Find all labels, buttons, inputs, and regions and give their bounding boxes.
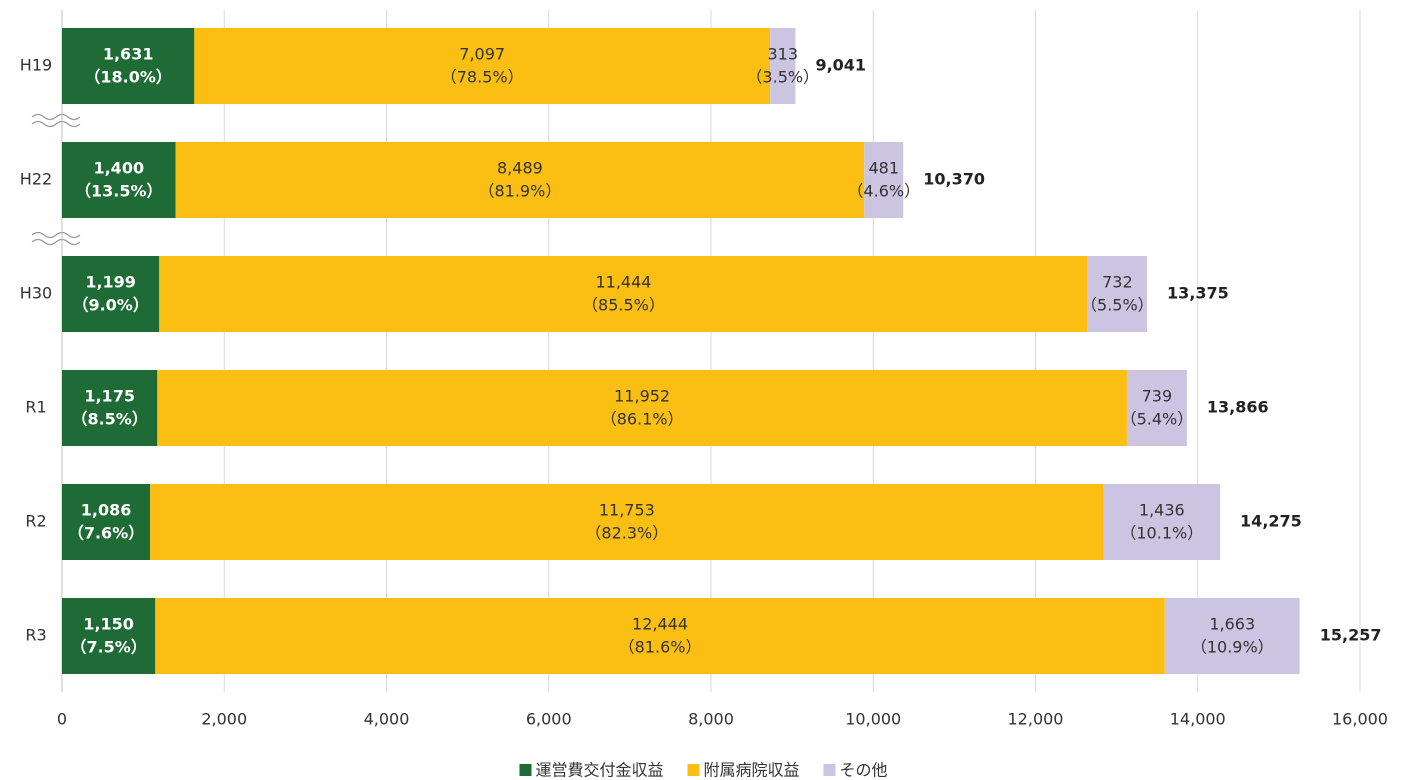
bar-segment <box>62 28 195 104</box>
x-tick-label: 6,000 <box>526 710 572 729</box>
share-label: （86.1%） <box>601 410 684 429</box>
value-label: 732 <box>1102 273 1133 292</box>
x-tick-label: 8,000 <box>688 710 734 729</box>
legend-swatch <box>687 764 700 776</box>
bar-segment <box>150 484 1104 560</box>
value-label: 8,489 <box>497 159 543 178</box>
share-label: （3.5%） <box>746 68 819 87</box>
x-tick-label: 2,000 <box>201 710 247 729</box>
bar-segment <box>62 142 176 218</box>
x-tick-label: 4,000 <box>364 710 410 729</box>
value-label: 1,086 <box>81 501 132 520</box>
bar-segment <box>62 370 158 446</box>
bar-segment <box>62 256 160 332</box>
share-label: （4.6%） <box>847 182 920 201</box>
bar-segment <box>175 142 865 218</box>
legend-swatch <box>519 764 532 776</box>
total-label: 15,257 <box>1320 626 1382 645</box>
total-label: 14,275 <box>1240 512 1302 531</box>
legend-swatch <box>823 764 836 776</box>
value-label: 1,175 <box>84 387 135 406</box>
share-label: （8.5%） <box>71 410 147 429</box>
bar-segment <box>62 484 151 560</box>
share-label: （5.5%） <box>1081 296 1154 315</box>
y-tick-label: H22 <box>20 170 52 189</box>
value-label: 7,097 <box>459 45 505 64</box>
share-label: （9.0%） <box>72 296 148 315</box>
value-label: 11,444 <box>595 273 651 292</box>
value-label: 1,199 <box>85 273 136 292</box>
total-label: 13,866 <box>1207 398 1269 417</box>
value-label: 481 <box>868 159 899 178</box>
bar-segment <box>1087 256 1148 332</box>
value-label: 12,444 <box>632 615 688 634</box>
x-tick-label: 12,000 <box>1008 710 1064 729</box>
legend-label: 運営費交付金収益 <box>535 761 663 780</box>
bar-segment <box>770 28 796 104</box>
share-label: （10.1%） <box>1120 524 1203 543</box>
legend-label: その他 <box>840 761 888 780</box>
bar-segment <box>194 28 771 104</box>
value-label: 1,436 <box>1139 501 1185 520</box>
axis-break <box>31 113 81 246</box>
value-label: 313 <box>767 45 798 64</box>
share-label: （7.6%） <box>68 524 144 543</box>
x-tick-label: 14,000 <box>1170 710 1226 729</box>
bar-segment <box>1126 370 1187 446</box>
value-label: 739 <box>1142 387 1173 406</box>
y-tick-label: R1 <box>25 398 46 417</box>
value-label: 1,663 <box>1209 615 1255 634</box>
x-tick-label: 0 <box>57 710 67 729</box>
share-label: （13.5%） <box>75 182 163 201</box>
share-label: （18.0%） <box>84 68 172 87</box>
value-label: 11,753 <box>599 501 655 520</box>
value-label: 11,952 <box>614 387 670 406</box>
bar-segment <box>159 256 1088 332</box>
share-label: （5.4%） <box>1121 410 1194 429</box>
share-label: （81.9%） <box>478 182 561 201</box>
legend-label: 附属病院収益 <box>703 761 799 780</box>
y-tick-label: H19 <box>20 56 52 75</box>
share-label: （85.5%） <box>582 296 665 315</box>
legend: 運営費交付金収益 附属病院収益 その他 <box>519 761 888 780</box>
bar-segment <box>155 598 1165 674</box>
y-tick-label: H30 <box>20 284 52 303</box>
share-label: （78.5%） <box>441 68 524 87</box>
total-label: 9,041 <box>815 56 866 75</box>
y-tick-label: R3 <box>25 626 46 645</box>
y-tick-label: R2 <box>25 512 46 531</box>
bar-segment <box>864 142 904 218</box>
x-tick-label: 16,000 <box>1332 710 1388 729</box>
bar-segment <box>62 598 156 674</box>
share-label: （81.6%） <box>619 638 702 657</box>
share-label: （82.3%） <box>585 524 668 543</box>
share-label: （10.9%） <box>1191 638 1274 657</box>
value-label: 1,631 <box>103 45 154 64</box>
value-label: 1,150 <box>83 615 134 634</box>
total-label: 13,375 <box>1167 284 1229 303</box>
x-tick-label: 10,000 <box>845 710 901 729</box>
share-label: （7.5%） <box>70 638 146 657</box>
bar-segment <box>1164 598 1300 674</box>
bar-segment <box>157 370 1127 446</box>
value-label: 1,400 <box>93 159 144 178</box>
total-label: 10,370 <box>923 170 985 189</box>
bar-segment <box>1103 484 1221 560</box>
